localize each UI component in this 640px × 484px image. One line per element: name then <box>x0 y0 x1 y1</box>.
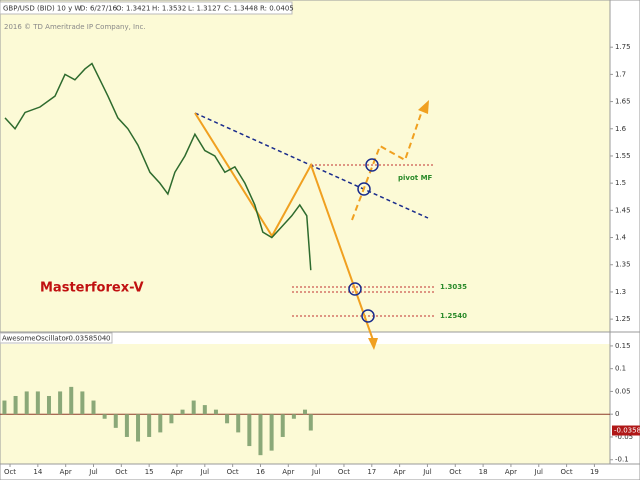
header-field: R: 0.0405 <box>260 5 294 13</box>
y-tick-label: -0.1 <box>615 456 629 464</box>
osc-bar <box>91 400 96 415</box>
x-tick-label: Oct <box>227 468 239 476</box>
osc-bar <box>213 409 218 415</box>
y-tick-label: 1.55 <box>615 152 631 160</box>
x-tick-label: 15 <box>145 468 154 476</box>
osc-bar <box>13 395 18 415</box>
forecast <box>351 107 424 221</box>
x-tick-label: Oct <box>4 468 16 476</box>
x-tick-label: Oct <box>338 468 350 476</box>
x-tick-label: 16 <box>256 468 265 476</box>
x-tick-label: Apr <box>171 468 183 476</box>
y-tick-label: 1.65 <box>615 98 631 106</box>
osc-readout: -0.0358504 <box>66 335 107 343</box>
x-tick-label: Apr <box>60 468 72 476</box>
osc-bar <box>180 409 185 415</box>
x-tick-label: Apr <box>282 468 294 476</box>
copyright: 2016 © TD Ameritrade IP Company, Inc. <box>4 23 146 31</box>
osc-bar <box>46 395 51 415</box>
osc-bar <box>191 400 196 415</box>
price-line <box>4 62 312 271</box>
symbol: GBP/USD (BID) 10 y W <box>3 5 81 13</box>
osc-bar <box>308 414 313 431</box>
header-field: O: 1.3421 <box>116 5 150 13</box>
y-tick-label: 0.05 <box>615 387 631 395</box>
header-field: L: 1.3127 <box>188 5 221 13</box>
y-tick-label: 1.4 <box>615 234 627 242</box>
osc-bar <box>35 391 40 415</box>
arrow-head <box>418 100 429 114</box>
osc-bar <box>158 414 163 433</box>
osc-bar <box>258 414 263 456</box>
osc-bar <box>280 414 285 437</box>
osc-bar <box>80 391 85 415</box>
header-box <box>0 1 293 15</box>
x-tick-label: Jul <box>200 468 210 476</box>
header-field: H: 1.3532 <box>152 5 186 13</box>
x-tick-label: Oct <box>449 468 461 476</box>
osc-readout: 0 <box>106 335 110 343</box>
x-tick-label: Apr <box>505 468 517 476</box>
x-tick-label: Apr <box>394 468 406 476</box>
y-tick-label: 1.5 <box>615 179 626 187</box>
y-tick-label: 1.6 <box>615 125 627 133</box>
level-label: 1.2540 <box>440 312 467 320</box>
osc-bar <box>124 414 129 437</box>
osc-bar <box>169 414 174 424</box>
arrow-head <box>368 338 378 350</box>
markers <box>348 158 379 323</box>
pivot-label: pivot MF <box>398 174 433 182</box>
osc-header <box>0 332 113 344</box>
osc-bar <box>202 405 207 415</box>
y-tick-label: 1.25 <box>615 315 631 323</box>
x-tick-label: Jul <box>422 468 432 476</box>
oscillator-panel <box>0 344 610 464</box>
osc-title: AwesomeOscillator <box>2 335 69 343</box>
osc-bar <box>236 414 241 433</box>
osc-bar <box>136 414 141 442</box>
osc-bar <box>147 414 152 437</box>
y-tick-label: 1.75 <box>615 43 631 51</box>
osc-bar <box>102 414 107 419</box>
x-tick-label: Jul <box>534 468 544 476</box>
y-tick-label: 1.45 <box>615 206 631 214</box>
osc-bar <box>303 409 307 415</box>
osc-bar <box>269 414 274 451</box>
current-box <box>612 425 640 436</box>
y-tick-label: 0.15 <box>615 342 631 350</box>
osc-bar <box>24 391 29 415</box>
header-field: D: 6/27/16 <box>80 5 118 13</box>
y-tick-label: 1.35 <box>615 261 631 269</box>
y-tick-label: 1.3 <box>615 288 626 296</box>
x-tick-label: Jul <box>311 468 321 476</box>
header-field: C: 1.3448 <box>224 5 258 13</box>
current-label: -0.0358 <box>614 427 640 435</box>
osc-bar <box>2 400 7 415</box>
y-tick-label: 0 <box>615 410 619 418</box>
x-tick-label: Jul <box>88 468 98 476</box>
osc-bar <box>113 414 118 428</box>
zigzag <box>194 112 374 341</box>
x-tick-label: 14 <box>33 468 42 476</box>
y-tick-label: -0.05 <box>615 433 633 441</box>
osc-bar <box>69 386 74 415</box>
y-tick-label: 1.7 <box>615 70 626 78</box>
level-label: 1.3035 <box>440 283 467 291</box>
x-tick-label: 18 <box>479 468 488 476</box>
osc-bar <box>247 414 252 447</box>
x-tick-label: Oct <box>561 468 573 476</box>
x-tick-label: 19 <box>590 468 599 476</box>
x-tick-label: Oct <box>115 468 127 476</box>
osc-bar <box>291 414 296 419</box>
osc-bar <box>225 414 230 424</box>
price-panel <box>0 0 610 332</box>
x-tick-label: 17 <box>367 468 376 476</box>
y-tick-label: 0.1 <box>615 365 626 373</box>
osc-bar <box>58 391 63 415</box>
brand-label: Masterforex-V <box>40 281 144 296</box>
